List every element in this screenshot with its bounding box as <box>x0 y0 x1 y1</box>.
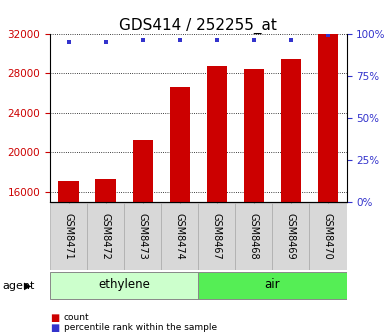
Text: percentile rank within the sample: percentile rank within the sample <box>64 323 217 332</box>
Text: ethylene: ethylene <box>98 279 150 292</box>
Bar <box>273 203 310 270</box>
Bar <box>318 34 338 336</box>
Text: air: air <box>264 279 280 292</box>
Text: GSM8469: GSM8469 <box>286 213 296 260</box>
Bar <box>87 203 124 270</box>
Text: count: count <box>64 313 89 322</box>
Bar <box>207 66 227 336</box>
Bar <box>235 203 273 270</box>
Title: GDS414 / 252255_at: GDS414 / 252255_at <box>119 17 277 34</box>
Bar <box>95 179 116 336</box>
Bar <box>59 181 79 336</box>
Bar <box>310 203 346 270</box>
Bar <box>198 272 346 299</box>
Bar <box>198 203 235 270</box>
Text: GSM8467: GSM8467 <box>212 213 222 260</box>
Text: agent: agent <box>2 281 34 291</box>
Text: ▶: ▶ <box>24 281 32 291</box>
Text: GSM8471: GSM8471 <box>64 213 74 260</box>
Bar <box>161 203 198 270</box>
Bar <box>50 272 198 299</box>
Text: GSM8473: GSM8473 <box>138 213 148 260</box>
Text: ■: ■ <box>50 323 59 333</box>
Text: GSM8470: GSM8470 <box>323 213 333 260</box>
Bar <box>132 140 153 336</box>
Text: ■: ■ <box>50 312 59 323</box>
Bar <box>244 69 264 336</box>
Bar <box>169 87 190 336</box>
Bar <box>50 203 87 270</box>
Text: GSM8468: GSM8468 <box>249 213 259 260</box>
Text: GSM8472: GSM8472 <box>100 213 110 260</box>
Text: GSM8474: GSM8474 <box>175 213 185 260</box>
Bar <box>281 59 301 336</box>
Bar <box>124 203 161 270</box>
